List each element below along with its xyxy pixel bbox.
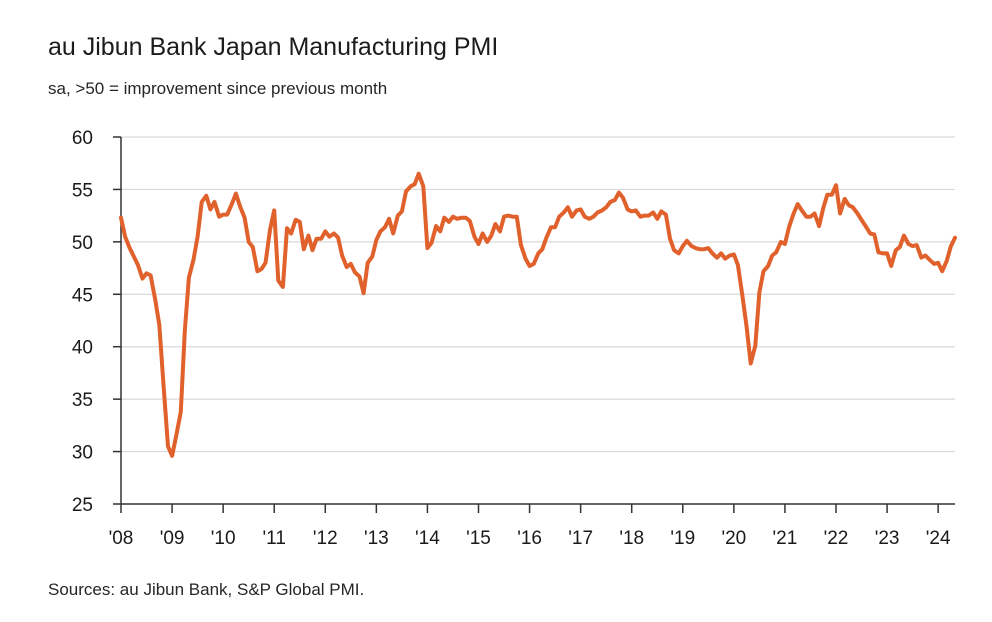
x-tick-label: '13 <box>364 528 389 549</box>
y-tick-label: 50 <box>72 233 93 254</box>
x-tick-label: '19 <box>670 528 695 549</box>
x-tick-label: '10 <box>211 528 236 549</box>
chart-subtitle: sa, >50 = improvement since previous mon… <box>48 79 388 98</box>
y-tick-label: 30 <box>72 443 93 464</box>
x-tick-label: '18 <box>619 528 644 549</box>
y-tick-label: 35 <box>72 390 93 411</box>
series-line-0 <box>119 171 957 458</box>
y-tick-label: 25 <box>72 495 93 516</box>
chart-source: Sources: au Jibun Bank, S&P Global PMI. <box>48 580 365 599</box>
chart-title: au Jibun Bank Japan Manufacturing PMI <box>48 33 499 61</box>
x-tick-label: '22 <box>824 528 849 549</box>
tick-labels: 60 55 50 45 40 35 30 25 '08 '09 '10 '11 '12 '13 '14 '15… <box>72 128 951 549</box>
x-tick-label: '20 <box>721 528 746 549</box>
x-tick-label: '14 <box>415 528 440 549</box>
series-layer <box>119 171 957 458</box>
axes <box>113 136 955 513</box>
x-tick-label: '16 <box>517 528 542 549</box>
x-tick-label: '08 <box>109 528 134 549</box>
x-tick-label: '21 <box>773 528 798 549</box>
x-tick-label: '09 <box>160 528 185 549</box>
x-tick-label: '15 <box>466 528 491 549</box>
y-tick-label: 55 <box>72 180 93 201</box>
x-tick-label: '11 <box>263 528 286 549</box>
x-tick-label: '17 <box>568 528 593 549</box>
y-tick-label: 60 <box>72 128 93 149</box>
y-tick-label: 40 <box>72 338 93 359</box>
x-tick-label: '23 <box>875 528 900 549</box>
x-tick-label: '24 <box>926 528 951 549</box>
gridlines <box>121 136 955 505</box>
y-tick-label: 45 <box>72 285 93 306</box>
x-tick-label: '12 <box>313 528 338 549</box>
